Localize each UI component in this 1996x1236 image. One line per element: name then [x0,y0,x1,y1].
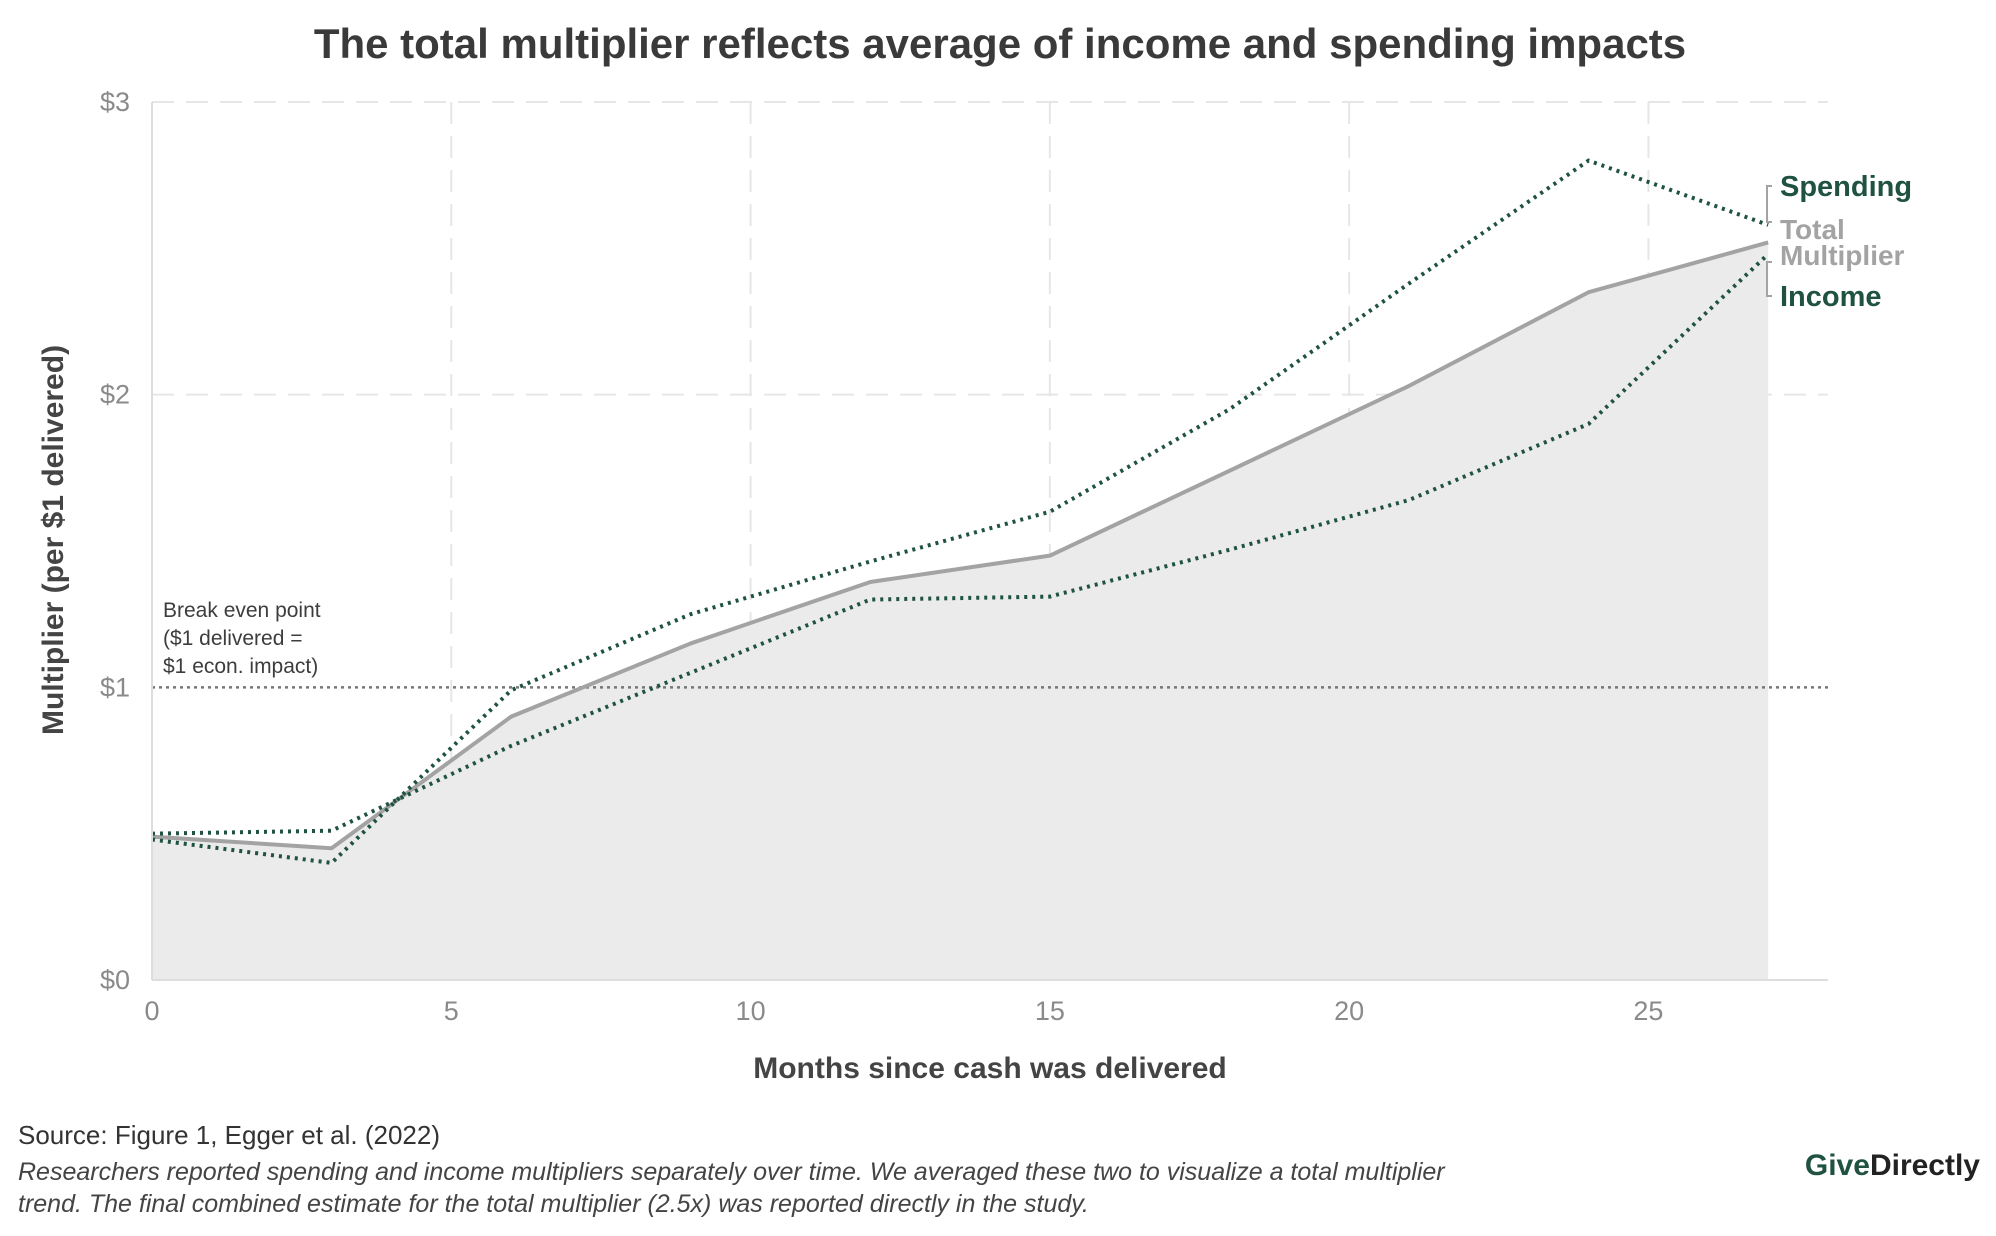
logo-give: Give [1805,1149,1870,1182]
logo-directly: Directly [1870,1149,1980,1182]
y-tick-label: $3 [100,87,130,117]
end-labels: Spending Total Multiplier Income [1766,171,1912,313]
spending-line [151,158,1769,865]
y-tick-label: $1 [100,672,130,702]
x-tick-label: 20 [1334,996,1364,1026]
annotation-line-2: ($1 delivered = [163,627,303,650]
series-layer [151,158,1770,865]
total-multiplier-line [151,240,1769,851]
x-tick-label: 10 [736,996,766,1026]
total-label-line-1: Total [1780,214,1845,245]
source-text: Source: Figure 1, Egger et al. (2022) [18,1120,440,1150]
x-tick-label: 15 [1035,996,1065,1026]
spending-label: Spending [1780,171,1912,203]
total-label-line-2: Multiplier [1780,240,1905,271]
givedirectly-logo: GiveDirectly [1805,1149,1980,1182]
x-tick-label: 0 [144,996,159,1026]
y-tick-label: $2 [100,380,130,410]
axis-layer: $0 $1 $2 $3 0 5 10 15 20 25 [100,87,1828,1026]
note-line-2: trend. The final combined estimate for t… [18,1190,1089,1218]
y-tick-label: $0 [100,965,130,995]
x-tick-label: 25 [1633,996,1663,1026]
y-axis-title: Multiplier (per $1 delivered) [37,345,70,735]
annotation-line-1: Break even point [163,599,321,622]
chart-title: The total multiplier reflects average of… [314,20,1686,67]
break-even-annotation: Break even point ($1 delivered = $1 econ… [163,599,321,678]
x-tick-label: 5 [444,996,459,1026]
note-line-1: Researchers reported spending and income… [18,1158,1446,1186]
income-bracket [1766,261,1772,297]
income-label: Income [1780,281,1882,313]
spending-bracket [1766,185,1772,223]
annotation-line-3: $1 econ. impact) [163,655,318,678]
total-area-layer [152,242,1769,981]
total-multiplier-area [152,242,1769,981]
x-axis-title: Months since cash was delivered [753,1052,1227,1085]
